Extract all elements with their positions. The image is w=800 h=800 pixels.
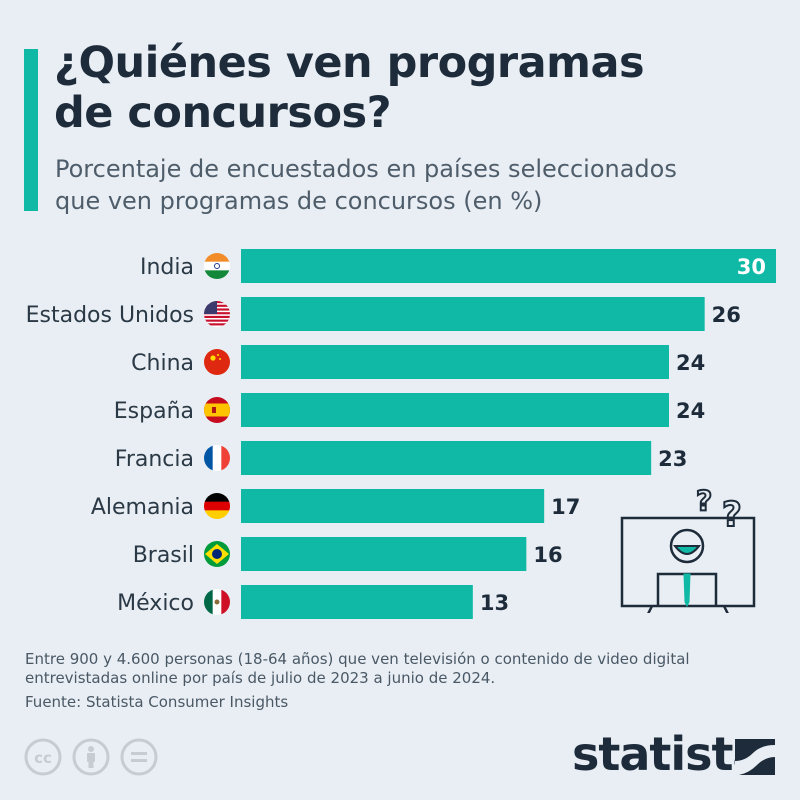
statista-logo-icon[interactable] bbox=[735, 739, 775, 775]
bar-row: España 24 bbox=[114, 393, 705, 427]
value-label: 24 bbox=[676, 351, 705, 375]
title-line-2: de concursos? bbox=[54, 88, 392, 138]
bar-row: Brasil 16 bbox=[133, 537, 563, 571]
subtitle-line-2: que ven programas de concursos (en %) bbox=[55, 187, 543, 215]
svg-text:?: ? bbox=[722, 495, 742, 535]
quiz-contestant-illustration: ? ? bbox=[620, 483, 756, 613]
china-flag-icon bbox=[204, 349, 230, 375]
brazil-flag-icon bbox=[204, 541, 230, 567]
value-label: 16 bbox=[533, 543, 562, 567]
bar bbox=[241, 297, 705, 331]
no-derivatives-icon[interactable] bbox=[120, 738, 158, 776]
category-label: Estados Unidos bbox=[26, 303, 194, 328]
svg-text:?: ? bbox=[696, 484, 712, 517]
category-label: India bbox=[140, 255, 194, 280]
bar-row: Estados Unidos 26 bbox=[26, 297, 741, 331]
category-label: Alemania bbox=[91, 495, 194, 520]
category-label: España bbox=[114, 399, 194, 424]
accent-bar bbox=[24, 49, 38, 211]
germany-flag-icon bbox=[204, 493, 230, 519]
spain-flag-icon bbox=[204, 397, 230, 423]
category-label: Brasil bbox=[133, 543, 194, 568]
bar bbox=[241, 345, 669, 379]
bar-row: México 13 bbox=[117, 585, 509, 619]
bar bbox=[241, 393, 669, 427]
survey-note: Entre 900 y 4.600 personas (18-64 años) … bbox=[25, 650, 745, 688]
bar bbox=[241, 537, 527, 571]
bar-row: China 24 bbox=[131, 345, 705, 379]
bar-row: Alemania 17 bbox=[91, 489, 580, 523]
svg-text:cc: cc bbox=[34, 749, 52, 767]
bar bbox=[241, 441, 652, 475]
india-flag-icon bbox=[204, 253, 230, 279]
usa-flag-icon bbox=[204, 301, 230, 327]
note-line-1: Entre 900 y 4.600 personas (18-64 años) … bbox=[25, 650, 690, 668]
category-label: China bbox=[131, 351, 194, 376]
subtitle-line-1: Porcentaje de encuestados en países sele… bbox=[55, 155, 677, 183]
bar-row: India 30 bbox=[140, 249, 776, 283]
note-line-2: entrevistadas online por país de julio d… bbox=[25, 669, 496, 687]
category-label: México bbox=[117, 591, 194, 616]
value-label: 24 bbox=[676, 399, 705, 423]
value-label: 30 bbox=[737, 255, 766, 279]
title-line-1: ¿Quiénes ven programas bbox=[54, 38, 645, 88]
creative-commons-icon[interactable]: cc bbox=[24, 738, 62, 776]
value-label: 26 bbox=[712, 303, 741, 327]
bar-chart: India 30 Estados Unidos 26 China 24 España 24 Fr… bbox=[26, 249, 776, 619]
bar-row: Francia 23 bbox=[115, 441, 687, 475]
bar bbox=[241, 249, 776, 283]
value-label: 23 bbox=[658, 447, 687, 471]
category-label: Francia bbox=[115, 447, 194, 472]
bar bbox=[241, 585, 473, 619]
page-title: ¿Quiénes ven programas de concursos? bbox=[54, 38, 774, 138]
source-text: Fuente: Statista Consumer Insights bbox=[25, 693, 289, 711]
subtitle: Porcentaje de encuestados en países sele… bbox=[55, 153, 775, 217]
value-label: 13 bbox=[480, 591, 509, 615]
attribution-icon[interactable] bbox=[72, 738, 110, 776]
brand-wordmark[interactable]: statista bbox=[572, 727, 764, 781]
mexico-flag-icon bbox=[204, 589, 230, 615]
value-label: 17 bbox=[551, 495, 580, 519]
france-flag-icon bbox=[204, 445, 230, 471]
bar bbox=[241, 489, 545, 523]
